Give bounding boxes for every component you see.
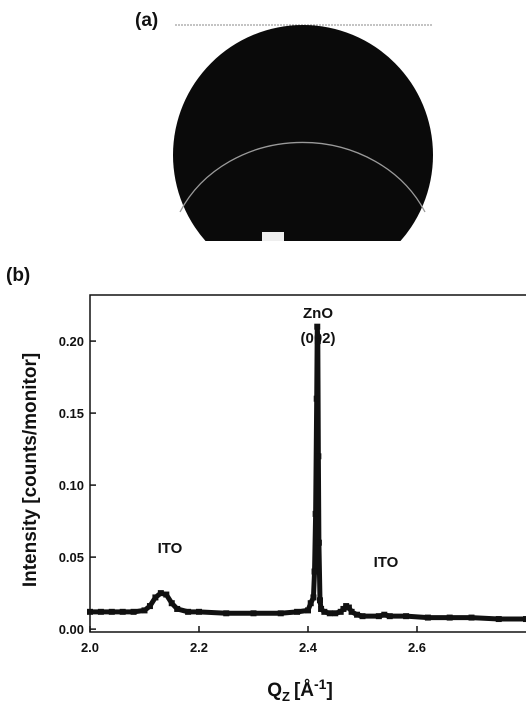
data-point xyxy=(97,608,104,615)
data-point xyxy=(87,608,93,615)
data-point xyxy=(119,608,126,615)
data-point xyxy=(318,605,325,612)
y-tick-label: 0.05 xyxy=(59,550,84,565)
annotation: ITO xyxy=(374,554,399,571)
data-point xyxy=(359,613,366,620)
panel-label: (b) xyxy=(6,265,30,286)
data-point xyxy=(250,610,257,617)
data-point xyxy=(168,600,175,607)
data-point xyxy=(348,608,355,615)
data-point xyxy=(311,568,318,575)
y-axis-label: Intensity [counts/monitor] xyxy=(20,353,41,587)
data-point xyxy=(185,608,192,615)
data-point xyxy=(332,610,339,617)
detector-disk xyxy=(173,25,433,241)
data-point xyxy=(424,614,431,621)
data-point xyxy=(223,610,230,617)
beam-stop xyxy=(262,232,284,241)
data-point xyxy=(305,607,311,614)
annotation: ZnO xyxy=(303,305,333,322)
y-tick-label: 0.10 xyxy=(59,478,84,493)
x-label-part: -1 xyxy=(314,676,327,692)
data-point xyxy=(130,608,137,615)
data-point xyxy=(345,604,352,611)
data-point xyxy=(146,603,153,610)
x-label-part: Z xyxy=(282,689,290,704)
data-point xyxy=(523,616,526,623)
data-line xyxy=(90,324,526,622)
data-point xyxy=(495,616,502,623)
data-point xyxy=(316,597,323,604)
y-tick-label: 0.15 xyxy=(59,406,84,421)
diffraction-ring xyxy=(179,141,426,213)
diffraction-image xyxy=(173,25,433,241)
x-tick-label: 2.0 xyxy=(81,640,99,655)
data-point xyxy=(386,613,393,620)
data-point xyxy=(314,338,321,345)
data-point xyxy=(152,594,159,601)
data-point xyxy=(294,608,301,615)
x-label-part: ] xyxy=(326,680,332,701)
data-point xyxy=(141,607,148,614)
x-tick-label: 2.2 xyxy=(190,640,208,655)
x-tick-label: 2.6 xyxy=(408,640,426,655)
data-point xyxy=(354,611,361,618)
x-axis-label: QZ [Å-1] xyxy=(267,676,333,704)
data-point xyxy=(315,539,322,546)
data-point xyxy=(314,323,321,330)
data-point xyxy=(157,590,164,597)
data-point xyxy=(321,608,328,615)
data-point xyxy=(108,608,115,615)
data-point xyxy=(315,453,322,460)
data-point xyxy=(403,613,410,620)
data-point xyxy=(375,613,382,620)
panel-label: (a) xyxy=(135,10,158,31)
data-point xyxy=(313,395,320,402)
x-label-part: Q xyxy=(267,680,282,701)
data-point xyxy=(307,600,314,607)
data-point xyxy=(381,611,388,618)
x-label-part: [Å xyxy=(294,680,314,701)
data-point xyxy=(468,614,475,621)
data-point xyxy=(174,605,181,612)
data-point xyxy=(310,594,317,601)
data-point xyxy=(312,510,319,517)
annotation: ITO xyxy=(158,540,183,557)
x-tick-label: 2.4 xyxy=(299,640,318,655)
data-point xyxy=(326,610,333,617)
data-point xyxy=(196,608,202,615)
y-tick-label: 0.00 xyxy=(59,622,84,637)
y-tick-label: 0.20 xyxy=(59,334,84,349)
data-point xyxy=(446,614,453,621)
data-point xyxy=(277,610,284,617)
data-point xyxy=(163,591,170,598)
